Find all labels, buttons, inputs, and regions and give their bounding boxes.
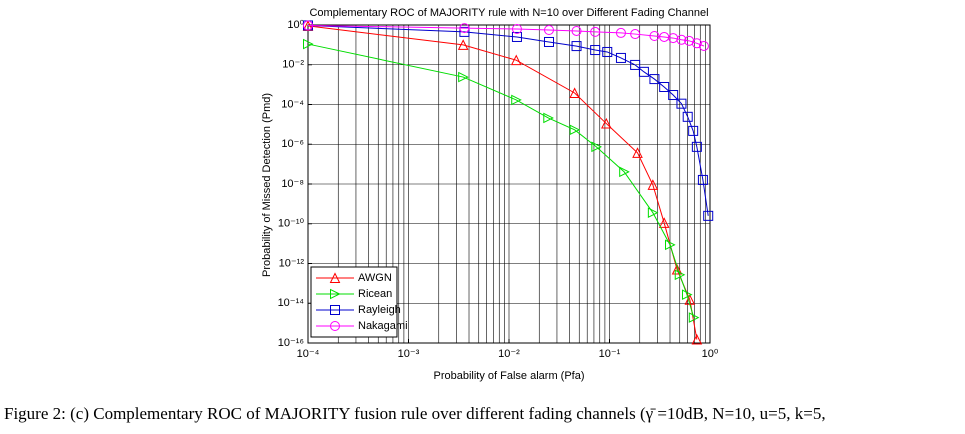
marker — [659, 81, 670, 92]
y-tick-label: 10⁻¹² — [279, 257, 305, 269]
legend-label: Rayleigh — [358, 304, 401, 316]
marker — [684, 35, 695, 46]
y-tick-label: 10⁻² — [282, 59, 304, 71]
marker — [615, 27, 626, 38]
marker — [658, 217, 670, 228]
marker — [457, 39, 469, 50]
plot-frame — [307, 24, 711, 344]
marker — [543, 112, 554, 124]
x-axis-label: Probability of False alarm (Pfa) — [434, 370, 585, 382]
marker — [601, 117, 612, 129]
chart-title: Complementary ROC of MAJORITY rule with … — [309, 7, 708, 19]
marker — [458, 71, 469, 83]
marker — [602, 46, 613, 57]
marker — [688, 125, 699, 136]
x-tick-label: 10⁻¹ — [599, 348, 621, 360]
y-tick-label: 10⁻¹⁰ — [278, 218, 305, 230]
y-tick-label: 10⁻⁴ — [281, 98, 304, 110]
marker — [591, 141, 602, 153]
marker — [682, 111, 693, 122]
marker — [571, 41, 582, 52]
marker — [698, 40, 709, 51]
marker — [688, 312, 700, 323]
marker — [543, 36, 554, 47]
marker — [691, 333, 703, 345]
marker — [630, 59, 641, 70]
legend-label: Ricean — [358, 288, 392, 300]
marker — [511, 31, 522, 42]
y-tick-label: 10⁻⁸ — [281, 178, 304, 190]
marker — [329, 272, 341, 283]
marker — [619, 166, 630, 178]
marker — [647, 207, 659, 219]
marker — [330, 288, 341, 300]
series-line — [307, 43, 695, 318]
legend-label: AWGN — [358, 272, 392, 284]
marker — [649, 30, 660, 41]
marker — [681, 289, 693, 300]
marker — [571, 25, 582, 36]
x-tick-label: 10⁻⁴ — [297, 348, 320, 360]
series-line — [307, 24, 709, 216]
legend-box — [310, 266, 398, 338]
y-tick-label: 10⁻¹⁴ — [278, 297, 305, 309]
marker — [697, 174, 708, 185]
marker — [569, 87, 580, 98]
marker — [590, 26, 601, 37]
marker — [303, 38, 314, 50]
marker — [674, 269, 686, 281]
marker — [691, 141, 702, 152]
marker — [665, 239, 676, 251]
marker — [590, 45, 601, 56]
marker — [510, 54, 522, 66]
legend-label: Nakagami — [358, 320, 408, 332]
y-tick-label: 10⁻¹⁶ — [278, 337, 304, 349]
x-tick-label: 10⁰ — [702, 348, 719, 360]
marker — [569, 124, 581, 136]
marker — [511, 23, 522, 34]
y-axis-label: Probability of Missed Detection (Pmd) — [261, 93, 273, 277]
marker — [647, 179, 659, 190]
marker — [459, 23, 470, 34]
marker — [649, 74, 660, 85]
marker — [459, 26, 470, 37]
x-tick-label: 10⁻³ — [398, 348, 420, 360]
marker — [630, 29, 641, 40]
marker — [668, 90, 679, 101]
marker — [691, 38, 702, 49]
x-tick-label: 10⁻² — [498, 348, 520, 360]
marker — [615, 52, 626, 63]
figure-caption: Figure 2: (c) Complementary ROC of MAJOR… — [4, 404, 826, 423]
series-line — [307, 24, 705, 47]
y-tick-label: 10⁰ — [287, 19, 304, 31]
marker — [330, 321, 340, 331]
marker — [671, 263, 683, 275]
marker — [511, 94, 522, 106]
marker — [632, 147, 643, 158]
marker — [330, 305, 340, 315]
marker — [676, 34, 687, 45]
marker — [303, 20, 313, 31]
y-tick-label: 10⁻⁶ — [281, 138, 304, 150]
marker — [638, 66, 649, 77]
marker — [703, 210, 714, 221]
marker — [676, 98, 687, 109]
marker — [543, 25, 554, 36]
